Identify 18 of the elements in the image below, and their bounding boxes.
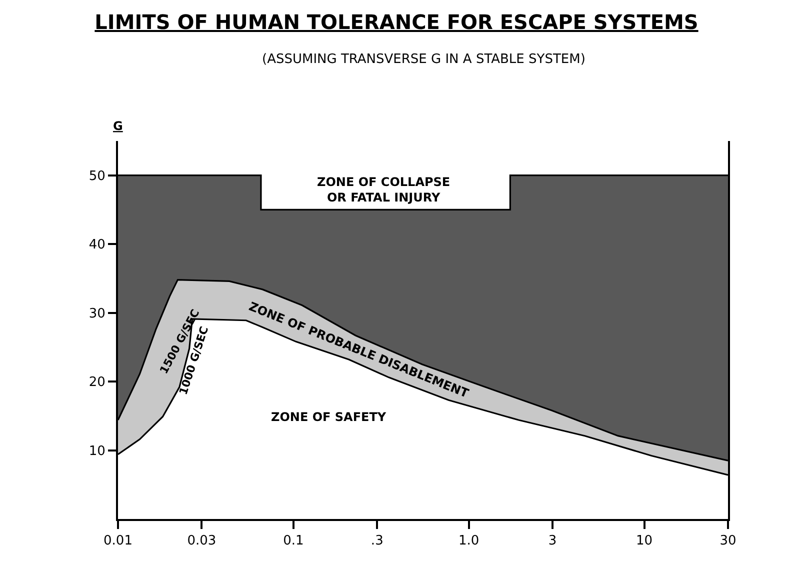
chart-subtitle: (ASSUMING TRANSVERSE G IN A STABLE SYSTEM) <box>262 52 586 67</box>
y-tick-label: 50 <box>88 168 106 184</box>
x-tick-label: 1.0 <box>458 534 480 549</box>
y-axis-title: G <box>113 119 123 133</box>
y-tick-label: 30 <box>88 306 106 322</box>
x-tick-label: .3 <box>370 534 384 549</box>
y-tick-label: 10 <box>88 444 106 459</box>
y-tick-label: 40 <box>88 238 106 253</box>
annotation: ZONE OF SAFETY <box>271 410 386 424</box>
x-tick-label: 10 <box>636 534 653 549</box>
y-tick-label: 20 <box>88 375 106 390</box>
chart-title: LIMITS OF HUMAN TOLERANCE FOR ESCAPE SYSTEMS <box>94 10 698 34</box>
x-tick-label: 0.03 <box>187 534 216 549</box>
x-tick-label: 30 <box>720 534 736 549</box>
x-tick-label: 0.01 <box>104 534 132 549</box>
x-tick-label: 0.1 <box>283 534 304 549</box>
annotation: ZONE OF COLLAPSE OR FATAL INJURY <box>317 175 450 205</box>
x-tick-label: 3 <box>548 534 557 549</box>
